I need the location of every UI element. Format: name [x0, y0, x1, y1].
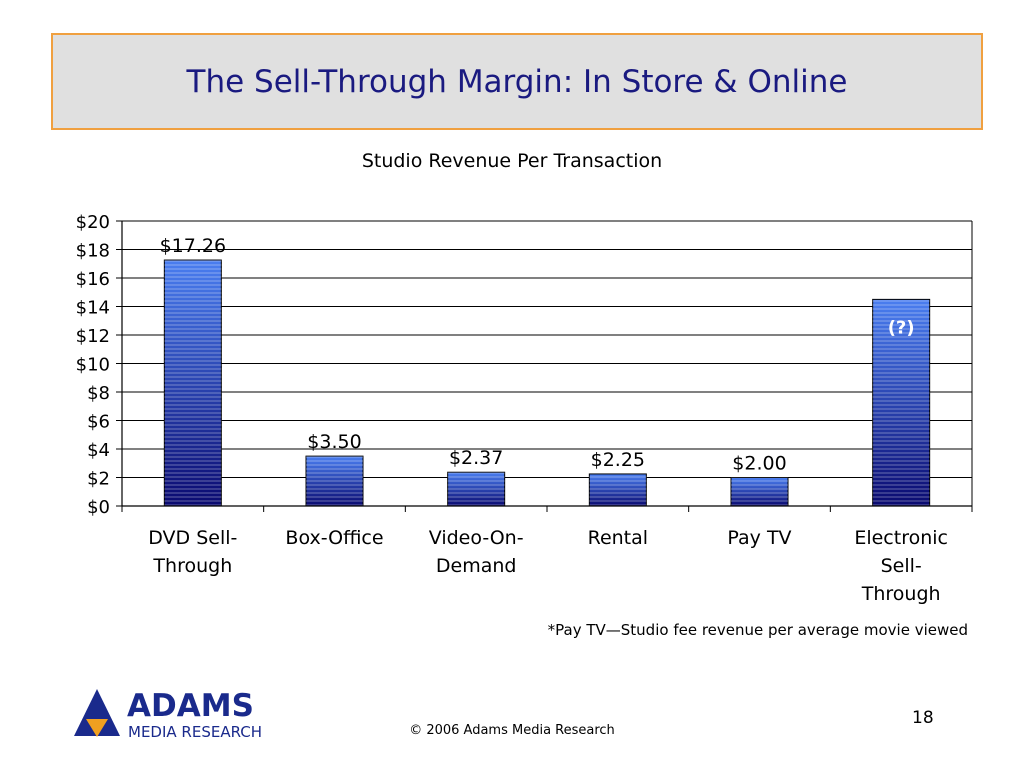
- bar-stripes: [306, 456, 363, 506]
- data-label: (?): [888, 317, 915, 338]
- x-tick-label: Rental: [588, 527, 648, 549]
- bars: [163, 259, 931, 507]
- y-tick-label: $0: [87, 497, 110, 518]
- gridlines: [122, 220, 972, 478]
- y-tick-label: $18: [76, 241, 110, 262]
- data-label: $2.37: [449, 447, 503, 469]
- slide-title: The Sell-Through Margin: In Store & Onli…: [186, 63, 848, 100]
- title-box: The Sell-Through Margin: In Store & Onli…: [51, 33, 983, 130]
- y-tick-label: $14: [76, 298, 110, 319]
- page-number: 18: [912, 708, 934, 728]
- bar-stripes: [164, 260, 222, 506]
- x-tick-label: Through: [152, 555, 232, 577]
- data-label: $2.25: [591, 449, 645, 471]
- logo-inner-triangle-icon: [86, 719, 108, 737]
- logo-name: ADAMS: [127, 688, 254, 724]
- x-tick-label: Box-Office: [285, 527, 383, 549]
- x-tick-label: DVD Sell-: [148, 527, 237, 549]
- x-tick-label: Video-On-: [429, 527, 524, 549]
- adams-logo: ADAMS MEDIA RESEARCH: [68, 686, 283, 744]
- y-tick-label: $8: [87, 383, 110, 404]
- data-label: $2.00: [732, 453, 786, 475]
- x-tick-label: Through: [861, 583, 941, 605]
- y-tick-label: $6: [87, 412, 110, 433]
- y-tick-label: $16: [76, 269, 110, 290]
- data-label: $17.26: [160, 235, 226, 257]
- bar-stripes: [447, 472, 505, 506]
- y-tick-label: $20: [76, 212, 110, 233]
- logo-subtitle: MEDIA RESEARCH: [128, 723, 262, 740]
- bar-chart: $0 $2 $4 $6 $8 $10 $12 $14 $16 $18 $20 DVD Sell- Th…: [76, 212, 973, 605]
- x-tick-label: Sell-: [881, 555, 922, 577]
- axes: [116, 220, 973, 512]
- chart-title: Studio Revenue Per Transaction: [361, 150, 663, 172]
- y-tick-label: $10: [76, 355, 110, 376]
- y-tick-label: $12: [76, 326, 110, 347]
- copyright: © 2006 Adams Media Research: [409, 723, 615, 738]
- footnote: *Pay TV—Studio fee revenue per average m…: [547, 621, 968, 639]
- x-tick-label: Demand: [436, 555, 517, 577]
- bar-stripes: [731, 477, 788, 506]
- data-labels: $17.26 $3.50 $2.37 $2.25 $2.00 (?): [160, 235, 915, 474]
- x-tick-label: Electronic: [854, 527, 948, 549]
- x-tick-label: Pay TV: [727, 527, 791, 549]
- logo-triangle-icon: [74, 689, 120, 736]
- y-tick-label: $4: [87, 440, 110, 461]
- bar-stripes: [872, 299, 930, 506]
- data-label: $3.50: [307, 431, 361, 453]
- bar-stripes: [589, 473, 647, 506]
- x-tick-labels: DVD Sell- Through Box-Office Video-On- Deman…: [148, 527, 948, 605]
- y-tick-labels: $0 $2 $4 $6 $8 $10 $12 $14 $16 $18 $20: [76, 212, 110, 518]
- y-tick-label: $2: [87, 469, 110, 490]
